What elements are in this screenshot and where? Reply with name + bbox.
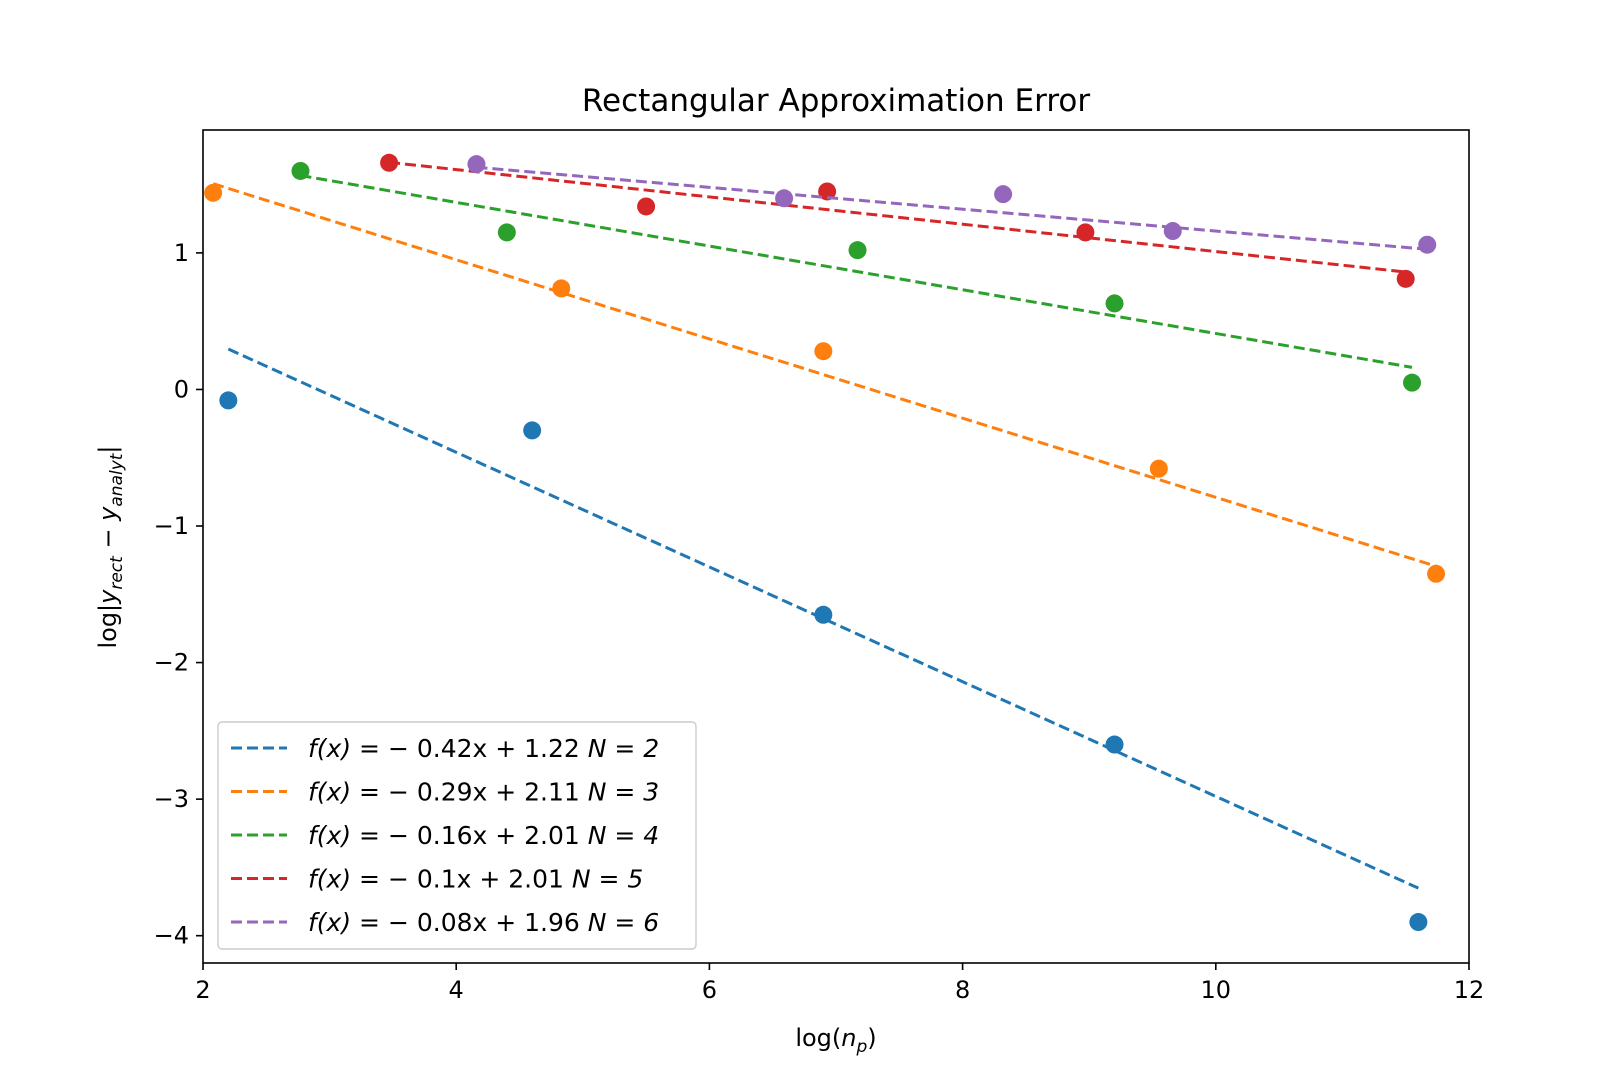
data-point-4-5: [1396, 269, 1415, 288]
legend-label-lhs: f(x): [308, 821, 351, 850]
data-point-4-4: [1076, 223, 1095, 242]
data-point-1-3: [814, 605, 833, 624]
x-tick-label: 8: [955, 976, 970, 1004]
legend-label-rhs: = − 0.08x + 1.96: [351, 908, 588, 937]
x-tick-label: 4: [449, 976, 464, 1004]
series-2: [204, 182, 1446, 583]
data-point-1-4: [1105, 735, 1124, 754]
y-axis-ticks: −4 −3 −2 −1 0 1: [154, 239, 203, 950]
x-tick-label: 12: [1454, 976, 1485, 1004]
data-point-4-3: [818, 182, 837, 201]
legend-label-4: f(x) = − 0.1x + 2.01 N = 5: [308, 865, 643, 894]
legend-label-5: f(x) = − 0.08x + 1.96 N = 6: [308, 908, 659, 937]
data-point-1-1: [219, 391, 238, 410]
data-point-2-5: [1427, 564, 1446, 583]
legend-label-n: N = 2: [588, 734, 659, 763]
fit-line-4: [388, 160, 1406, 274]
series-5: [467, 155, 1437, 254]
data-point-5-1: [467, 155, 486, 174]
legend-label-n: N = 5: [572, 865, 643, 894]
axes-frame: [202, 129, 1470, 964]
data-point-1-5: [1409, 913, 1428, 932]
legend-label-lhs: f(x): [308, 734, 351, 763]
data-point-5-3: [994, 185, 1013, 204]
data-point-3-1: [291, 161, 310, 180]
chart-title: Rectangular Approximation Error: [582, 83, 1090, 119]
y-tick-label: −4: [154, 922, 189, 950]
data-point-5-2: [775, 189, 794, 208]
series-1: [219, 347, 1428, 932]
y-tick-label: 1: [174, 239, 189, 267]
legend-label-2: f(x) = − 0.29x + 2.11 N = 3: [308, 778, 659, 807]
data-point-2-1: [204, 183, 223, 202]
legend-label-lhs: f(x): [308, 908, 351, 937]
y-tick-label: −2: [154, 649, 189, 677]
data-point-2-4: [1149, 459, 1168, 478]
legend-label-rhs: = − 0.29x + 2.11: [351, 778, 588, 807]
legend-label-lhs: f(x): [308, 778, 351, 807]
legend-label-3: f(x) = − 0.16x + 2.01 N = 4: [308, 821, 659, 850]
data-point-5-5: [1418, 235, 1437, 254]
fit-line-3: [300, 174, 1413, 369]
data-point-1-2: [523, 421, 542, 440]
data-point-2-3: [814, 342, 833, 361]
legend-box: [217, 721, 697, 950]
legend: f(x) = − 0.42x + 1.22 N = 2f(x) = − 0.29…: [217, 721, 697, 950]
x-axis-label: log(np): [795, 1024, 876, 1057]
data-point-4-2: [637, 197, 656, 216]
legend-label-rhs: = − 0.42x + 1.22: [351, 734, 588, 763]
data-point-3-5: [1403, 373, 1422, 392]
data-point-5-4: [1163, 222, 1182, 241]
x-tick-label: 6: [702, 976, 717, 1004]
series-3: [291, 161, 1422, 392]
data-point-4-1: [380, 153, 399, 172]
legend-label-lhs: f(x): [308, 865, 351, 894]
y-axis-label: log|yrect − yanalyt|: [94, 445, 127, 648]
legend-label-rhs: = − 0.16x + 2.01: [351, 821, 588, 850]
data-point-3-4: [1105, 294, 1124, 313]
x-tick-label: 2: [195, 976, 210, 1004]
legend-label-n: N = 4: [588, 821, 659, 850]
x-axis-ticks: 2 4 6 8 10 12: [195, 963, 1484, 1004]
fit-line-2: [212, 182, 1437, 568]
legend-label-1: f(x) = − 0.42x + 1.22 N = 2: [308, 734, 659, 763]
legend-label-rhs: = − 0.1x + 2.01: [351, 865, 572, 894]
plot-area: [204, 153, 1446, 932]
series-4: [380, 153, 1415, 288]
legend-label-n: N = 3: [588, 778, 659, 807]
fit-line-1: [227, 347, 1419, 890]
data-point-3-3: [848, 241, 867, 260]
y-tick-label: −1: [154, 512, 189, 540]
data-point-3-2: [497, 223, 516, 242]
data-point-2-2: [552, 279, 571, 298]
y-tick-label: 0: [174, 375, 189, 403]
x-tick-label: 10: [1201, 976, 1232, 1004]
legend-label-n: N = 6: [588, 908, 659, 937]
y-tick-label: −3: [154, 785, 189, 813]
